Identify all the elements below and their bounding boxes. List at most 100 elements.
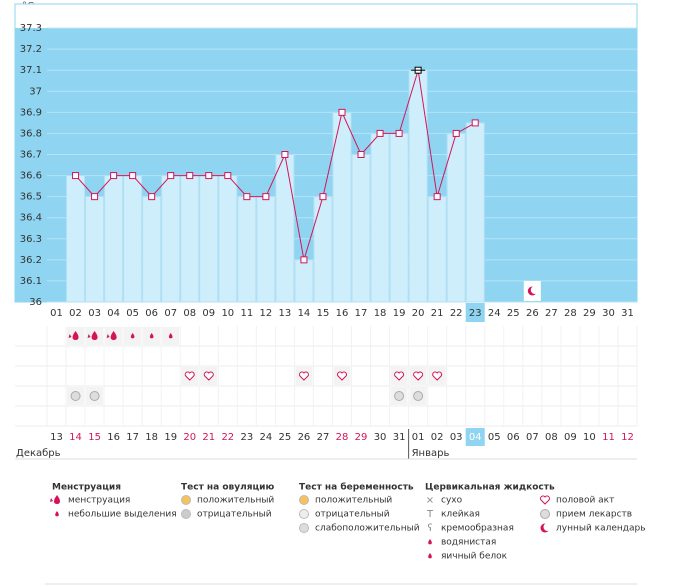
drop-icon (72, 331, 79, 340)
temperature-point (357, 151, 365, 158)
cycle-day-label: 17 (355, 308, 368, 319)
temperature-point (376, 129, 384, 137)
cycle-day-label: 26 (526, 308, 539, 319)
temperature-bar (465, 122, 485, 303)
cycle-day-label: 01 (50, 308, 63, 319)
temperature-point (224, 172, 232, 180)
date-label: 24 (260, 432, 273, 443)
moon-icon (543, 523, 552, 531)
y-tick-label: 37.1 (20, 65, 42, 76)
legend-title: Тест на овуляцию (181, 483, 274, 493)
date-label: 17 (126, 432, 139, 443)
y-tick-label: 36.3 (20, 234, 42, 245)
legend-title: Тест на беременность (299, 482, 414, 493)
pill-icon (70, 391, 81, 401)
cycle-day-label: 20 (412, 308, 425, 319)
temperature-point (129, 172, 137, 180)
date-label: 18 (145, 432, 158, 443)
legend-item: кремообразная (441, 524, 514, 534)
date-label: 22 (221, 432, 234, 443)
date-label: 21 (202, 432, 215, 443)
date-label: 11 (602, 432, 615, 443)
cycle-day-label: 21 (431, 308, 444, 319)
drop-icon (130, 333, 135, 339)
cycle-day-label: 13 (279, 308, 292, 319)
date-label: 01 (412, 432, 425, 443)
pill-icon (89, 391, 100, 401)
month-label: Декабрь (16, 448, 61, 459)
cycle-day-label: 08 (183, 308, 196, 319)
cycle-day-label: 09 (202, 308, 215, 319)
date-label: 09 (564, 432, 577, 443)
test-icon (181, 495, 191, 505)
temperature-bar (123, 175, 143, 303)
temperature-bar (294, 259, 314, 303)
y-tick-label: 37.3 (20, 23, 42, 34)
moon-icon (530, 286, 539, 294)
drop-icon (55, 511, 59, 517)
cycle-day-label: 18 (374, 308, 387, 319)
drop-icon (149, 333, 154, 339)
temperature-bar (313, 196, 333, 303)
temperature-bar (66, 175, 86, 303)
legend-item: лунный календарь (556, 524, 646, 534)
y-tick-label: 36.2 (20, 255, 42, 266)
cycle-day-label: 25 (507, 308, 520, 319)
legend-item: клейкая (441, 510, 480, 520)
legend-item: яичный белок (441, 552, 508, 562)
temperature-bar (85, 196, 105, 303)
heart-icon (203, 371, 214, 381)
drop-icon (91, 331, 98, 340)
temperature-bar (370, 132, 390, 303)
y-tick-label: 36.7 (20, 150, 42, 161)
y-tick-label: 36.1 (20, 276, 42, 287)
temperature-bar (161, 175, 181, 303)
legend-item: положительный (315, 496, 392, 506)
heart-icon (337, 371, 347, 381)
date-label: 19 (164, 432, 177, 443)
date-label: 31 (393, 432, 406, 443)
temperature-point (262, 193, 270, 201)
drop-icon (54, 495, 60, 504)
temperature-bar (256, 196, 276, 303)
temperature-bar (389, 132, 409, 303)
temperature-bar (142, 196, 162, 303)
temperature-point (167, 172, 175, 180)
y-tick-label: 36.8 (20, 128, 42, 139)
date-label: 03 (450, 432, 463, 443)
test-icon (181, 509, 191, 519)
date-label: 04 (469, 432, 482, 443)
legend-item: отрицательный (197, 510, 272, 520)
temperature-point (433, 193, 441, 201)
heart-icon (540, 495, 550, 505)
date-label: 05 (488, 432, 501, 443)
temperature-bar (275, 154, 295, 303)
date-label: 20 (183, 432, 196, 443)
temperature-point (110, 172, 118, 180)
legend-item: положительный (197, 496, 274, 506)
date-label: 06 (507, 432, 520, 443)
cycle-day-label: 22 (450, 308, 463, 319)
date-label: 14 (69, 432, 82, 443)
cycle-day-label: 02 (69, 308, 82, 319)
legend-item: половой акт (556, 496, 614, 506)
cycle-day-label: 06 (145, 308, 158, 319)
pill-icon (394, 391, 405, 401)
legend-item: слабоположительный (315, 524, 420, 534)
cycle-day-label: 31 (621, 308, 634, 319)
cycle-day-label: 15 (317, 308, 330, 319)
temperature-point (319, 193, 327, 201)
temperature-bar (218, 175, 238, 303)
cycle-day-label: 05 (126, 308, 139, 319)
test-icon (299, 509, 309, 519)
date-label: 23 (240, 432, 253, 443)
drop-icon (168, 333, 173, 339)
fluid-icon: T (426, 509, 434, 520)
y-tick-label: 37 (29, 86, 42, 97)
temperature-point (72, 172, 80, 180)
cycle-day-label: 16 (336, 308, 349, 319)
date-label: 29 (355, 432, 368, 443)
drop-icon (110, 331, 117, 340)
legend-item: менструация (68, 496, 130, 506)
